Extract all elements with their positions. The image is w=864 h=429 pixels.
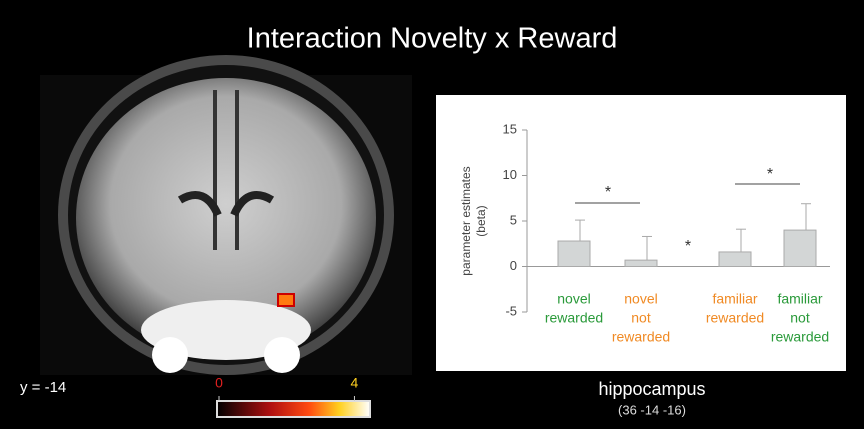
bar xyxy=(625,260,657,266)
y-tick-label: 10 xyxy=(503,167,517,182)
y-axis-label: parameter estimates xyxy=(459,166,473,275)
x-tick-label: familiar xyxy=(712,291,757,307)
y-tick-label: 15 xyxy=(503,121,517,136)
significance-star: * xyxy=(767,166,773,183)
brain-image xyxy=(40,55,412,375)
x-tick-label: rewarded xyxy=(771,329,829,345)
y-axis-label: (beta) xyxy=(474,205,488,236)
bar xyxy=(719,252,751,267)
colorbar-tick-label: 4 xyxy=(351,375,359,391)
x-tick-label: rewarded xyxy=(612,329,670,345)
y-tick-label: 0 xyxy=(510,258,517,273)
x-tick-label: not xyxy=(631,310,651,326)
x-tick-label: rewarded xyxy=(706,310,764,326)
bar xyxy=(558,241,590,266)
y-tick-label: -5 xyxy=(505,303,517,318)
caption-coordinates: (36 -14 -16) xyxy=(618,402,686,417)
colorbar xyxy=(217,401,370,417)
x-tick-label: familiar xyxy=(777,291,822,307)
figure: Interaction Novelty x Reward y = -14 hip… xyxy=(0,0,864,429)
y-tick-label: 5 xyxy=(510,212,517,227)
bar xyxy=(784,230,816,266)
x-tick-label: novel xyxy=(557,291,590,307)
x-tick-label: rewarded xyxy=(545,310,603,326)
significance-star: * xyxy=(685,238,691,255)
x-tick-label: not xyxy=(790,310,810,326)
caption-region: hippocampus xyxy=(598,379,705,399)
x-tick-label: novel xyxy=(624,291,657,307)
slice-label: y = -14 xyxy=(20,379,66,396)
colorbar-tick-label: 0 xyxy=(215,375,223,391)
title: Interaction Novelty x Reward xyxy=(247,23,618,55)
significance-star: * xyxy=(605,184,611,201)
